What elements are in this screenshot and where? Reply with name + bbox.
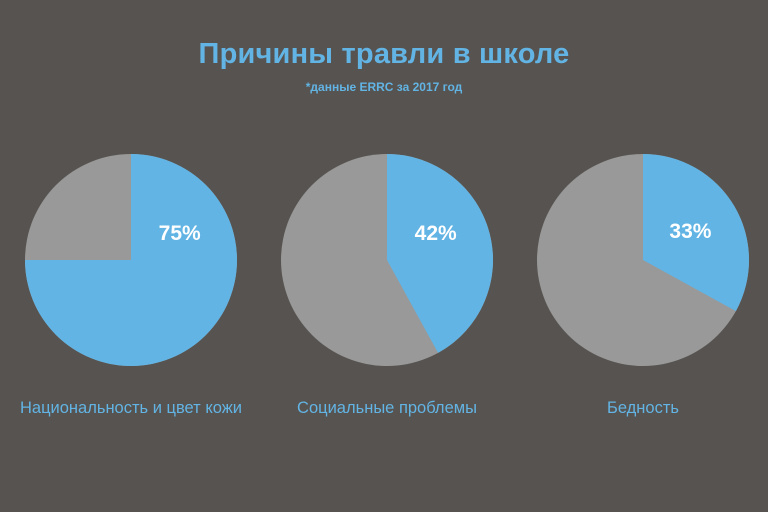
pie-value-label: 33% (669, 219, 712, 243)
pie-slice-value (25, 154, 237, 366)
pie-chart-social: 42% (277, 150, 497, 370)
page-title: Причины травли в школе (198, 38, 570, 70)
pie-category-label: Социальные проблемы (297, 399, 477, 417)
pie-category-label: Национальность и цвет кожи (20, 399, 242, 417)
page-subtitle: *данные ERRC за 2017 год (305, 80, 463, 94)
pie-slice-value (387, 154, 494, 353)
pie-value-label: 42% (414, 222, 457, 246)
pie-chart-nationality: 75% (21, 150, 241, 370)
pie-chart-svg (25, 154, 237, 366)
pie-chart-svg (537, 154, 750, 366)
pie-slice-value (643, 154, 750, 312)
pie-value-label: 75% (158, 222, 201, 246)
pie-chart-poverty: 33% (533, 150, 753, 370)
pie-category-label: Бедность (607, 399, 679, 417)
pie-chart-svg (281, 154, 494, 366)
